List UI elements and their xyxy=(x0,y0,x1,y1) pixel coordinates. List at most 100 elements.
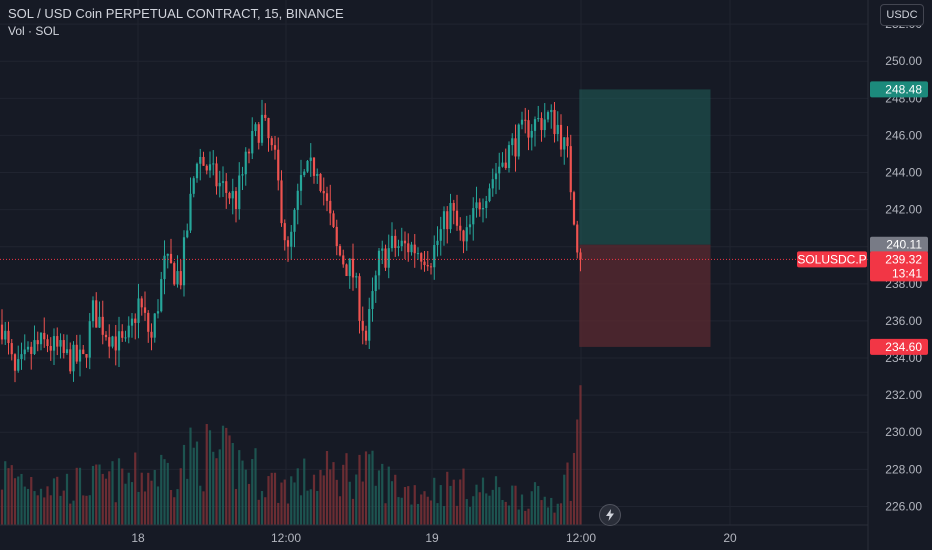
volume-bar xyxy=(537,485,540,525)
volume-bar xyxy=(260,491,264,525)
volume-bar xyxy=(384,503,387,525)
candle-body xyxy=(69,349,72,372)
candle-body xyxy=(7,330,10,344)
volume-bar xyxy=(199,485,202,525)
symbol-title[interactable]: SOL / USD Coin PERPETUAL CONTRACT, 15, B… xyxy=(8,6,344,21)
volume-bar xyxy=(225,427,228,525)
volume-bar xyxy=(212,451,215,525)
x-tick-label: 18 xyxy=(131,531,145,545)
candle-body xyxy=(420,253,423,262)
currency-unit-button[interactable]: USDC xyxy=(880,4,924,26)
volume-bar xyxy=(26,488,30,525)
volume-bar xyxy=(62,490,65,525)
volume-bar xyxy=(446,471,449,525)
volume-bar xyxy=(322,475,325,525)
candle-body xyxy=(30,346,33,354)
volume-bar xyxy=(462,468,465,525)
volume-bar xyxy=(30,476,33,525)
volume-bar xyxy=(416,503,420,525)
volume-bar xyxy=(69,503,72,525)
volume-bar xyxy=(296,468,299,525)
candle-body xyxy=(130,318,134,326)
candle-body xyxy=(134,318,137,323)
entry-price-tag: 240.11 xyxy=(886,238,922,252)
candle-body xyxy=(26,346,30,350)
candle-body xyxy=(43,332,46,340)
candle-body xyxy=(400,240,403,247)
volume-bar xyxy=(546,507,550,525)
candle-body xyxy=(160,279,163,312)
volume-bar xyxy=(43,497,46,525)
candle-body xyxy=(218,182,221,187)
volume-bar xyxy=(147,472,150,525)
stop-price-tag: 234.60 xyxy=(885,340,922,354)
y-tick-label: 228.00 xyxy=(885,462,922,476)
candle-body xyxy=(325,193,329,201)
volume-bar xyxy=(351,498,355,525)
volume-bar xyxy=(257,499,260,525)
volume-bar xyxy=(137,491,140,525)
volume-label[interactable]: Vol · SOL xyxy=(8,24,60,38)
candle-body xyxy=(449,202,452,230)
volume-bar xyxy=(481,477,485,525)
stop-price-tag-bg xyxy=(870,338,928,355)
volume-bar xyxy=(195,441,199,525)
candle-body xyxy=(416,253,420,255)
candle-body xyxy=(192,178,195,194)
candle-body xyxy=(543,119,546,131)
candle-body xyxy=(361,320,364,331)
volume-bar xyxy=(556,503,559,525)
volume-bar xyxy=(576,419,579,525)
candle-body xyxy=(186,230,189,238)
candle-body xyxy=(338,246,342,256)
candle-body xyxy=(312,157,316,176)
volume-bar xyxy=(153,469,156,525)
y-tick-label: 250.00 xyxy=(885,54,922,68)
volume-bar xyxy=(309,489,312,525)
volume-bar xyxy=(358,454,361,525)
candle-body xyxy=(371,291,374,310)
candle-body xyxy=(403,240,407,244)
candle-body xyxy=(153,313,156,338)
volume-bar xyxy=(72,500,75,525)
volume-bar xyxy=(208,430,212,525)
candle-body xyxy=(491,179,494,189)
volume-bar xyxy=(36,495,39,525)
candle-body xyxy=(576,224,579,253)
volume-bar xyxy=(108,471,111,525)
candle-body xyxy=(169,253,173,264)
volume-bar xyxy=(124,483,127,525)
volume-bar xyxy=(527,508,530,525)
volume-bar xyxy=(134,452,137,525)
candle-body xyxy=(572,192,576,225)
volume-bar xyxy=(56,476,59,525)
time-axis[interactable]: 18 12:00 19 12:00 20 xyxy=(0,524,868,545)
candle-body xyxy=(127,325,130,338)
volume-bar xyxy=(491,489,494,525)
x-tick-label: 12:00 xyxy=(566,531,596,545)
candle-body xyxy=(156,311,160,314)
candle-body xyxy=(4,330,7,340)
candle-body xyxy=(410,244,413,253)
volume-bar xyxy=(368,454,371,525)
candle-body xyxy=(111,336,114,347)
candle-body xyxy=(251,131,254,154)
lightning-bolt-icon[interactable] xyxy=(599,504,621,526)
volume-bar xyxy=(85,495,88,525)
candle-body xyxy=(546,112,550,120)
candle-body xyxy=(163,255,166,280)
volume-bar xyxy=(524,510,527,525)
volume-bar xyxy=(270,472,273,525)
candle-body xyxy=(345,264,348,277)
candle-body xyxy=(199,156,202,164)
volume-bar xyxy=(579,385,582,525)
candle-body xyxy=(104,334,108,338)
chart-legend: SOL / USD Coin PERPETUAL CONTRACT, 15, B… xyxy=(8,6,344,38)
candle-body xyxy=(290,231,293,247)
candle-body xyxy=(75,344,78,362)
volume-bar xyxy=(426,496,429,525)
candle-body xyxy=(176,271,179,285)
candle-body xyxy=(550,109,553,113)
candle-body xyxy=(436,240,439,246)
